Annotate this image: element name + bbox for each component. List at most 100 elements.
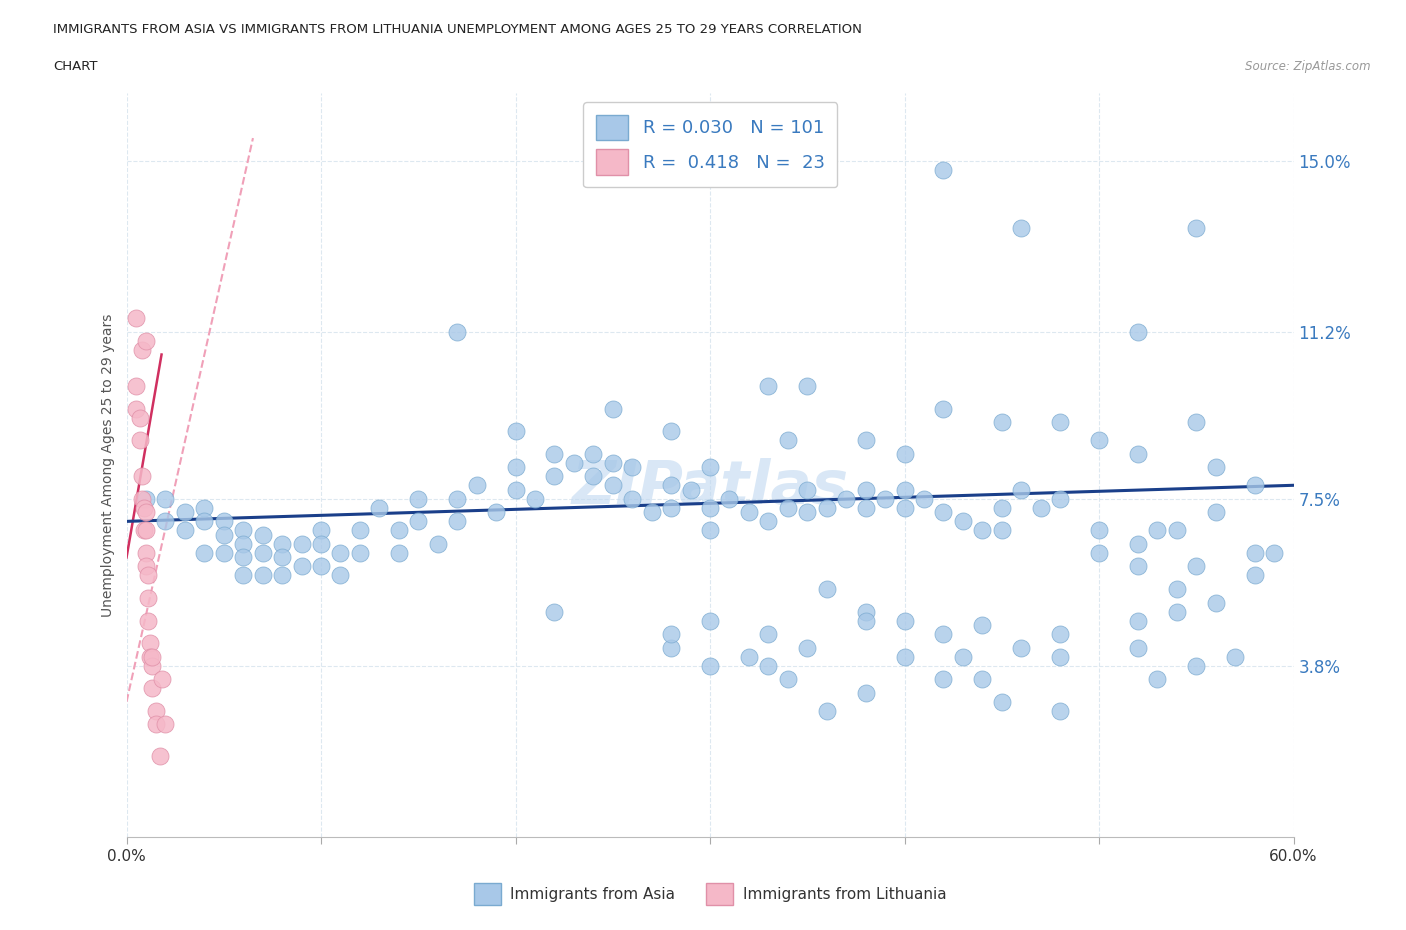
Point bbox=[329, 546, 352, 561]
Point bbox=[135, 546, 157, 561]
Point bbox=[1010, 483, 1032, 498]
Point bbox=[136, 591, 159, 605]
Point bbox=[932, 162, 955, 177]
Point bbox=[679, 483, 702, 498]
Point bbox=[718, 491, 741, 506]
Point bbox=[855, 613, 877, 628]
Point bbox=[1126, 640, 1149, 655]
Point bbox=[932, 505, 955, 520]
Point bbox=[349, 546, 371, 561]
Point bbox=[446, 491, 468, 506]
Point bbox=[543, 604, 565, 619]
Point bbox=[408, 491, 430, 506]
Point bbox=[602, 456, 624, 471]
Point bbox=[1088, 523, 1111, 538]
Point bbox=[329, 568, 352, 583]
Point bbox=[252, 546, 274, 561]
Point bbox=[1049, 649, 1071, 664]
Point bbox=[952, 514, 974, 529]
Point bbox=[212, 527, 235, 542]
Point bbox=[1243, 478, 1265, 493]
Point bbox=[641, 505, 664, 520]
Point bbox=[271, 568, 294, 583]
Point bbox=[1205, 459, 1227, 474]
Point bbox=[1049, 491, 1071, 506]
Point bbox=[131, 491, 153, 506]
Point bbox=[446, 325, 468, 339]
Point bbox=[1126, 325, 1149, 339]
Point bbox=[875, 491, 897, 506]
Point bbox=[835, 491, 858, 506]
Point bbox=[131, 342, 153, 357]
Point bbox=[815, 581, 838, 596]
Point bbox=[893, 649, 915, 664]
Point bbox=[990, 500, 1012, 515]
Point bbox=[1146, 671, 1168, 686]
Point bbox=[659, 500, 682, 515]
Point bbox=[145, 717, 167, 732]
Point bbox=[815, 703, 838, 718]
Point bbox=[309, 523, 332, 538]
Point bbox=[1185, 220, 1208, 235]
Point bbox=[141, 658, 163, 673]
Point bbox=[796, 483, 818, 498]
Point bbox=[129, 432, 152, 447]
Point bbox=[972, 671, 994, 686]
Point bbox=[543, 469, 565, 484]
Point bbox=[125, 311, 148, 325]
Point bbox=[659, 478, 682, 493]
Point bbox=[141, 681, 163, 696]
Point bbox=[582, 469, 605, 484]
Point bbox=[150, 671, 173, 686]
Point bbox=[932, 671, 955, 686]
Point bbox=[155, 717, 177, 732]
Point bbox=[252, 568, 274, 583]
Point bbox=[893, 483, 915, 498]
Point bbox=[505, 483, 527, 498]
Point bbox=[1126, 446, 1149, 461]
Point bbox=[136, 568, 159, 583]
Point bbox=[155, 514, 177, 529]
Point bbox=[855, 685, 877, 700]
Point bbox=[136, 613, 159, 628]
Point bbox=[796, 505, 818, 520]
Point bbox=[1166, 581, 1188, 596]
Text: ZIPatlas: ZIPatlas bbox=[571, 458, 849, 517]
Point bbox=[893, 613, 915, 628]
Point bbox=[485, 505, 508, 520]
Point bbox=[135, 334, 157, 349]
Point bbox=[990, 523, 1012, 538]
Point bbox=[855, 483, 877, 498]
Point bbox=[1088, 432, 1111, 447]
Point bbox=[349, 523, 371, 538]
Point bbox=[193, 546, 215, 561]
Point bbox=[1243, 568, 1265, 583]
Point bbox=[1166, 604, 1188, 619]
Point bbox=[135, 559, 157, 574]
Point bbox=[1185, 559, 1208, 574]
Point bbox=[990, 415, 1012, 430]
Point bbox=[523, 491, 546, 506]
Point bbox=[1010, 220, 1032, 235]
Y-axis label: Unemployment Among Ages 25 to 29 years: Unemployment Among Ages 25 to 29 years bbox=[101, 313, 115, 617]
Point bbox=[232, 550, 254, 565]
Point bbox=[972, 618, 994, 632]
Point bbox=[1029, 500, 1052, 515]
Point bbox=[543, 446, 565, 461]
Point bbox=[1049, 627, 1071, 642]
Point bbox=[388, 546, 411, 561]
Point bbox=[756, 514, 779, 529]
Point bbox=[232, 523, 254, 538]
Point bbox=[1205, 595, 1227, 610]
Point bbox=[290, 559, 312, 574]
Point bbox=[1146, 523, 1168, 538]
Legend: Immigrants from Asia, Immigrants from Lithuania: Immigrants from Asia, Immigrants from Li… bbox=[468, 877, 952, 911]
Point bbox=[271, 550, 294, 565]
Point bbox=[582, 446, 605, 461]
Point bbox=[309, 537, 332, 551]
Point bbox=[149, 749, 172, 764]
Point bbox=[932, 401, 955, 416]
Point bbox=[893, 500, 915, 515]
Point bbox=[756, 658, 779, 673]
Point bbox=[129, 410, 152, 425]
